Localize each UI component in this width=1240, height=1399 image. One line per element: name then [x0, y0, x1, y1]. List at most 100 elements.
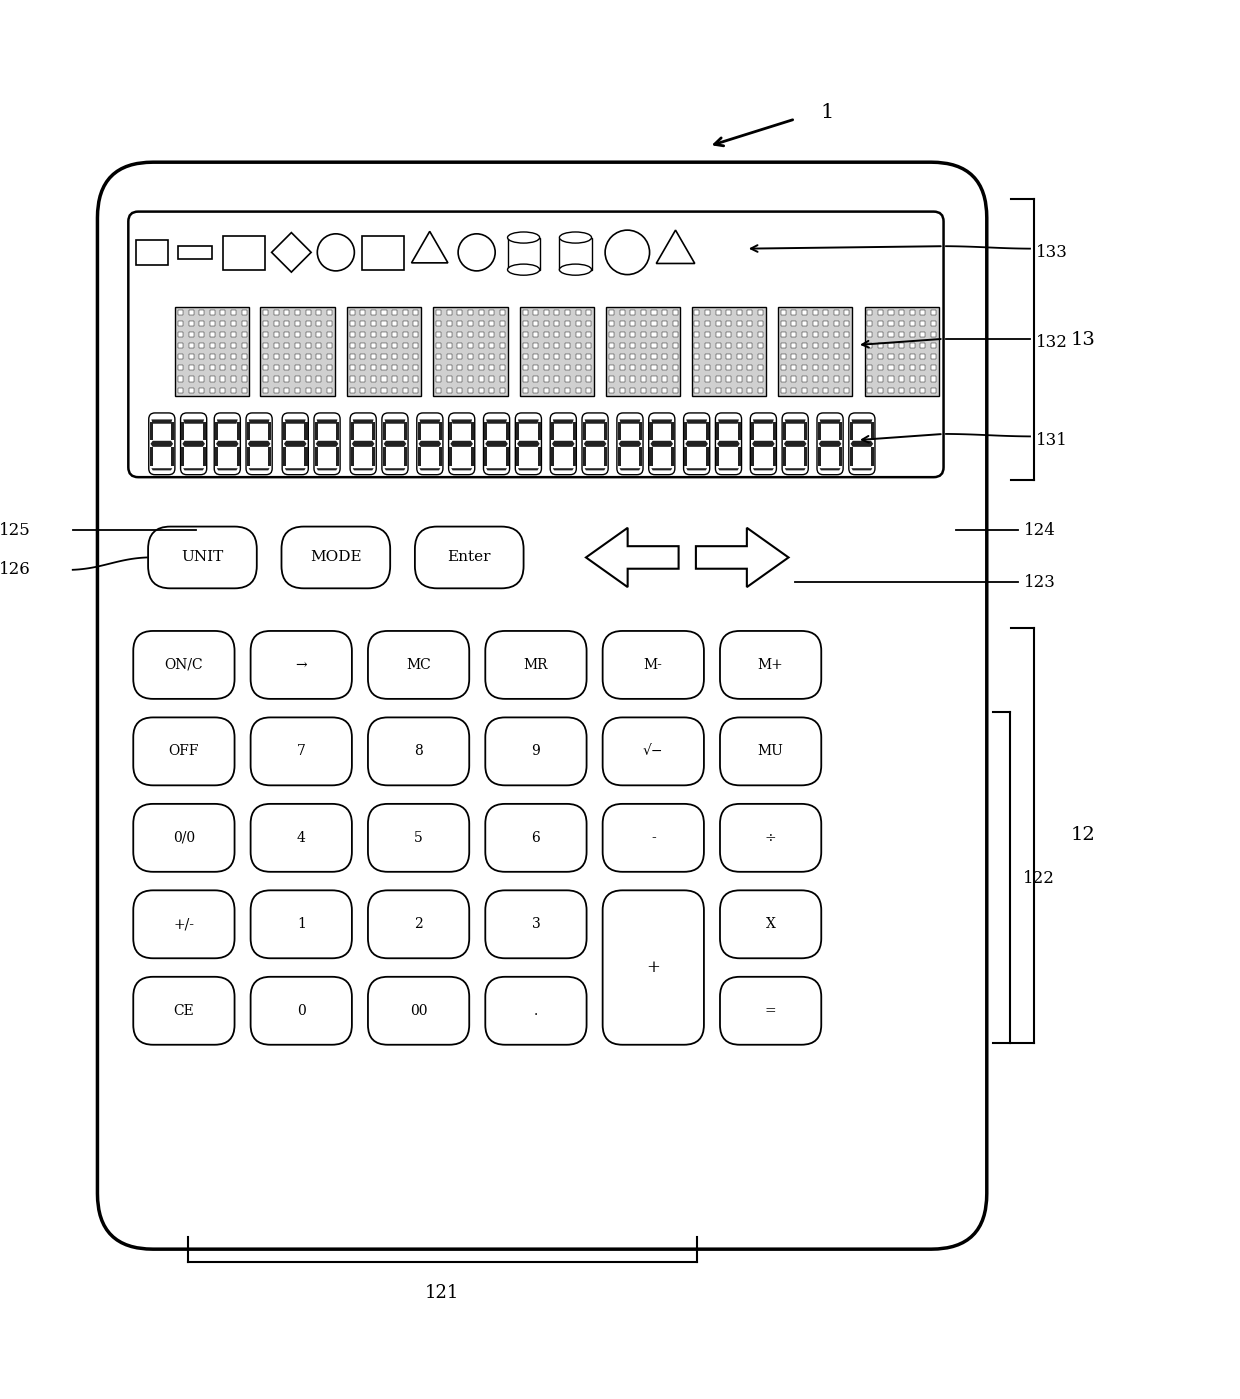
FancyBboxPatch shape — [133, 718, 234, 785]
Bar — [305, 365, 311, 371]
Bar — [805, 422, 807, 441]
Bar — [522, 309, 528, 315]
Bar — [888, 376, 894, 382]
Bar — [812, 365, 817, 371]
Bar — [315, 422, 317, 441]
Polygon shape — [553, 469, 574, 470]
Text: 125: 125 — [0, 522, 30, 539]
FancyBboxPatch shape — [368, 804, 469, 872]
Bar — [485, 422, 487, 441]
Polygon shape — [249, 469, 269, 470]
Polygon shape — [419, 469, 440, 470]
Bar — [544, 332, 549, 337]
Bar — [188, 354, 193, 360]
Bar — [609, 376, 614, 382]
Bar — [662, 388, 667, 393]
Bar — [738, 422, 740, 441]
Bar — [283, 448, 286, 466]
Bar — [242, 365, 247, 371]
Bar — [458, 309, 463, 315]
FancyBboxPatch shape — [782, 413, 808, 474]
Polygon shape — [584, 420, 605, 424]
Bar — [748, 309, 753, 315]
Bar — [620, 343, 625, 348]
Bar — [867, 365, 872, 371]
Bar — [910, 365, 915, 371]
Bar — [533, 343, 538, 348]
Bar — [274, 388, 279, 393]
Bar — [867, 388, 872, 393]
Bar — [210, 320, 215, 326]
Bar — [479, 388, 484, 393]
Bar — [920, 332, 925, 337]
Bar — [413, 376, 418, 382]
Bar — [179, 320, 184, 326]
Bar — [371, 365, 376, 371]
Bar — [350, 320, 355, 326]
Bar — [242, 309, 247, 315]
Bar — [587, 343, 591, 348]
Text: .: . — [533, 1003, 538, 1017]
Bar — [263, 343, 268, 348]
Bar — [872, 422, 874, 441]
Bar — [823, 343, 828, 348]
Bar — [200, 343, 205, 348]
Bar — [274, 343, 279, 348]
Text: 3: 3 — [532, 918, 541, 932]
Bar — [436, 354, 441, 360]
Polygon shape — [651, 441, 673, 446]
Bar — [920, 354, 925, 360]
Bar — [544, 354, 549, 360]
Bar — [500, 354, 505, 360]
Bar — [200, 376, 205, 382]
Bar — [210, 309, 215, 315]
Bar — [295, 309, 300, 315]
Polygon shape — [852, 420, 872, 424]
FancyBboxPatch shape — [485, 718, 587, 785]
Bar — [327, 343, 332, 348]
Bar — [791, 388, 796, 393]
Bar — [403, 343, 408, 348]
Bar — [436, 309, 441, 315]
Polygon shape — [718, 469, 739, 470]
Bar — [575, 332, 580, 337]
Bar — [651, 365, 656, 371]
FancyBboxPatch shape — [133, 977, 234, 1045]
Polygon shape — [486, 469, 507, 470]
FancyBboxPatch shape — [484, 413, 510, 474]
Bar — [839, 422, 842, 441]
FancyBboxPatch shape — [128, 211, 944, 477]
Polygon shape — [419, 420, 440, 424]
Text: 8: 8 — [414, 744, 423, 758]
Bar — [489, 309, 495, 315]
Polygon shape — [552, 441, 574, 446]
Bar — [210, 332, 215, 337]
Polygon shape — [384, 420, 405, 424]
Bar — [372, 422, 376, 441]
Bar — [327, 309, 332, 315]
Bar — [382, 309, 387, 315]
Bar — [662, 309, 667, 315]
FancyBboxPatch shape — [485, 631, 587, 700]
Bar — [565, 354, 570, 360]
Bar — [471, 422, 474, 441]
Bar — [392, 309, 397, 315]
Bar — [522, 354, 528, 360]
Bar — [263, 376, 268, 382]
Bar — [748, 376, 753, 382]
Bar — [516, 422, 520, 441]
Bar — [604, 448, 608, 466]
Bar — [179, 332, 184, 337]
Bar — [812, 343, 817, 348]
FancyBboxPatch shape — [720, 631, 821, 700]
Bar — [203, 422, 206, 441]
Bar — [609, 309, 614, 315]
Bar — [392, 354, 397, 360]
Bar — [758, 343, 763, 348]
Bar — [383, 422, 386, 441]
Bar — [878, 343, 883, 348]
Bar — [479, 320, 484, 326]
Text: ON/C: ON/C — [165, 658, 203, 672]
Bar — [284, 343, 289, 348]
Bar — [867, 332, 872, 337]
